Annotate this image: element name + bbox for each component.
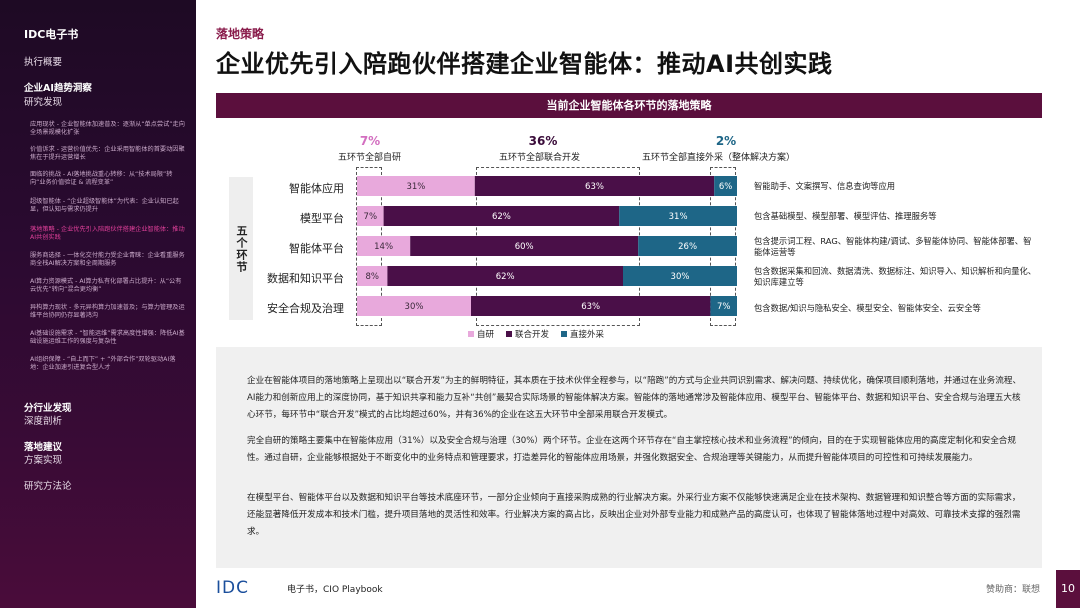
bar-value-label: 7%: [717, 302, 731, 312]
bar-value-label: 31%: [406, 182, 425, 192]
row-label-model-platform: 模型平台: [300, 212, 344, 225]
sidebar: IDC电子书 执行概要 企业AI趋势洞察 研究发现 应用现状 - 企业智能体加速…: [0, 0, 196, 608]
nav-solutions[interactable]: 方案实现: [24, 455, 63, 466]
nav-sub-item[interactable]: 超级智能体 - “企业超级智能体”为代表：企业认知已起显，但认知与需求仍提升: [30, 198, 179, 213]
nav-section-ai-trends[interactable]: 企业AI趋势洞察: [24, 83, 92, 94]
bar-value-label: 8%: [365, 272, 379, 282]
paragraph-1: 企业在智能体项目的落地策略上呈现出以“联合开发”为主的鲜明特征，其本质在于技术伙…: [247, 376, 1022, 420]
nav-exec-summary[interactable]: 执行概要: [24, 57, 63, 68]
bar-joint-row-3: [387, 266, 623, 286]
chart-side-label: 五个环节: [229, 177, 253, 320]
bar-external-row-3: [623, 266, 737, 286]
nav-sub-item[interactable]: AI基础设施需求 - “智能运维”需求高度性增强：降低AI基础设施运维工作的强度…: [30, 330, 185, 345]
stacked-bar-chart: 31% 63% 6% 7% 62% 31% 14% 60% 26% 8% 62% 30% 30% 63% 7…: [357, 176, 737, 316]
bar-external-row-2: [638, 236, 737, 256]
legend-swatch: [561, 331, 568, 337]
analysis-text-panel: [216, 347, 1042, 568]
page-title: 企业优先引入陪跑伙伴搭建企业智能体：推动AI共创实践: [216, 50, 833, 78]
nav-sub-item[interactable]: 应用现状 - 企业智能体加速普及：逐渐从“单点尝试”走向全场景规模化扩张: [30, 121, 185, 136]
bar-value-label: 62%: [492, 212, 511, 222]
bar-value-label: 30%: [405, 302, 424, 312]
chart-title-banner: 当前企业智能体各环节的落地策略: [216, 93, 1042, 118]
bar-value-label: 26%: [678, 242, 697, 252]
legend-label: 自研: [477, 330, 495, 340]
row-desc-data-platform: 包含数据采集和回流、数据清洗、数据标注、知识导入、知识解析和向量化、知识库建立等: [754, 266, 1037, 287]
nav-sub-item[interactable]: 异构算力现状 - 多元异构算力加速普及；与算力管理及运维平台协同仍存显著鸿沟: [30, 304, 185, 319]
bar-value-label: 63%: [581, 302, 600, 312]
legend-item-external: 直接外采: [561, 328, 604, 340]
nav-sub-item[interactable]: AI组织保障 - “自上而下” + “外部合作”双轮驱动AI落地：企业加速引进复…: [30, 356, 176, 371]
bar-value-label: 31%: [669, 212, 688, 222]
bar-value-label: 30%: [671, 272, 690, 282]
footer-doc-type: 电子书，CIO Playbook: [287, 585, 383, 595]
bar-value-label: 6%: [719, 182, 733, 192]
bar-external-row-1: [619, 206, 737, 226]
row-label-agent-app: 智能体应用: [289, 182, 344, 195]
row-desc-security: 包含数据/知识与隐私安全、模型安全、智能体安全、云安全等: [754, 303, 981, 313]
nav-sub-item-active[interactable]: 落地策略 - 企业优先引入陪跑伙伴搭建企业智能体：推动AI共创实践: [30, 226, 185, 241]
bar-value-label: 63%: [585, 182, 604, 192]
row-desc-agent-app: 智能助手、文案撰写、信息查询等应用: [754, 181, 896, 191]
headline-pct-joint: 36%: [528, 134, 558, 148]
row-label-data-platform: 数据和知识平台: [267, 272, 344, 285]
row-label-security: 安全合规及治理: [267, 302, 344, 315]
bar-value-label: 7%: [364, 212, 378, 222]
nav-methodology[interactable]: 研究方法论: [24, 481, 72, 492]
headline-label-self: 五环节全部自研: [338, 153, 402, 163]
headline-pct-self: 7%: [359, 134, 381, 148]
paragraph-2: 完全自研的策略主要集中在智能体应用（31%）以及安全合规与治理（30%）两个环节…: [247, 436, 1016, 463]
footer-sponsor: 赞助商：联想: [985, 585, 1040, 595]
bar-self-row-2: [357, 236, 411, 256]
section-tag: 落地策略: [216, 27, 265, 41]
row-label-agent-platform: 智能体平台: [289, 242, 344, 255]
row-desc-agent-platform: 包含提示词工程、RAG、智能体构建/调试、多智能体协同、智能体部署、智能体运营等: [754, 236, 1032, 257]
headline-label-joint: 五环节全部联合开发: [499, 153, 581, 163]
bar-external-row-4: [710, 296, 737, 316]
legend-item-self: 自研: [468, 328, 494, 340]
nav-research-findings[interactable]: 研究发现: [24, 97, 63, 108]
bar-joint-row-1: [383, 206, 620, 226]
nav-sub-item[interactable]: 服务商选择 - 一体化交付能力受企业青睐：企业看重服务商全栈AI解决方案和全周期…: [30, 252, 185, 267]
nav-sub-item[interactable]: 面临的挑战 - AI落地挑战重心转移：从“技术局限”转向“业务价值验证 & 流程…: [30, 171, 173, 186]
bar-external-row-0: [714, 176, 737, 196]
headline-pct-external: 2%: [715, 134, 737, 148]
brand-label: IDC电子书: [24, 28, 79, 41]
bar-self-row-3: [357, 266, 388, 286]
legend-swatch: [468, 331, 474, 337]
headline-label-external: 五环节全部直接外采（整体解决方案）: [642, 153, 796, 163]
chart-legend: 自研 联合开发 直接外采: [468, 328, 604, 340]
nav-sub-item[interactable]: 价值诉求 - 运营价值优先：企业采用智能体的首要动因聚焦在于提升运营增长: [30, 146, 185, 161]
nav-sub-item[interactable]: AI算力资源模式 - AI算力私有化部署占比提升：从“公有云优先”转向“混合更均…: [30, 278, 182, 293]
legend-item-joint: 联合开发: [506, 328, 549, 340]
paragraph-3: 在模型平台、智能体平台以及数据和知识平台等技术底座环节，一部分企业倾向于直接采购…: [247, 493, 1021, 537]
bar-value-label: 60%: [515, 242, 534, 252]
bar-value-label: 62%: [496, 272, 515, 282]
nav-section-recommendations[interactable]: 落地建议: [24, 442, 63, 453]
bar-self-row-4: [357, 296, 471, 316]
legend-swatch: [506, 331, 513, 337]
nav-section-industry[interactable]: 分行业发现: [24, 403, 72, 414]
legend-label: 直接外采: [570, 330, 605, 340]
bar-joint-row-2: [410, 236, 639, 256]
legend-label: 联合开发: [515, 330, 550, 340]
bar-joint-row-4: [471, 296, 711, 316]
bar-self-row-0: [357, 176, 475, 196]
bar-joint-row-0: [474, 176, 715, 196]
idc-logo: IDC: [216, 578, 249, 598]
bar-value-label: 14%: [374, 242, 393, 252]
nav-deep-analysis[interactable]: 深度剖析: [24, 416, 63, 427]
row-desc-model-platform: 包含基础模型、模型部署、模型评估、推理服务等: [754, 211, 937, 221]
bar-self-row-1: [357, 206, 384, 226]
page-number: 10: [1056, 570, 1080, 608]
